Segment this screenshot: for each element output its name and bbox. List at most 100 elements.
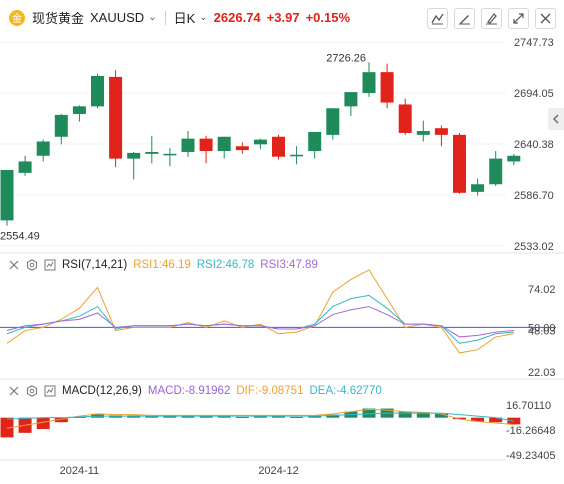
candle-body <box>181 138 195 152</box>
rsi-axis-tick: 22.03 <box>528 367 556 379</box>
candle-body <box>471 184 485 192</box>
macd-histogram-bar <box>434 413 448 418</box>
macd-axis-tick: 16.70110 <box>506 400 551 412</box>
x-axis-tick: 2024-12 <box>258 465 298 477</box>
candle-body <box>145 151 159 154</box>
macd-histogram-bar <box>217 416 231 418</box>
macd-histogram-bar <box>0 417 14 438</box>
candle-body <box>127 152 141 159</box>
close-icon <box>540 13 551 24</box>
candle-body <box>326 108 340 135</box>
candle-body <box>308 132 322 152</box>
pen-button[interactable] <box>481 8 502 29</box>
macd-series-line <box>6 412 514 422</box>
candle-body <box>0 170 14 221</box>
expand-button[interactable] <box>508 8 529 29</box>
svg-text:金: 金 <box>12 12 22 25</box>
timeframe-selector[interactable]: 日K <box>173 11 196 26</box>
candle-body <box>199 138 213 152</box>
chart-icon <box>44 259 56 271</box>
price-axis-tick: 2747.73 <box>514 37 554 49</box>
macd-histogram-bar <box>416 412 430 418</box>
chart-header: 金 现货黄金 XAUUSD ⌄ 日K ⌄ 2626.74 +3.97 +0.15… <box>0 0 564 34</box>
gear-icon[interactable] <box>26 385 38 397</box>
rsi1-value: RSI1:46.19 <box>133 259 191 271</box>
close-button[interactable] <box>535 8 556 29</box>
rsi-indicator-name[interactable]: RSI(7,14,21) <box>62 259 128 271</box>
line-draw-icon <box>431 13 444 25</box>
dif-value: DIF:-9.08751 <box>236 385 304 397</box>
rsi-series-line <box>6 306 514 338</box>
macd-histogram-bar <box>36 417 50 430</box>
macd-indicator-name[interactable]: MACD(12,26,9) <box>62 385 142 397</box>
candle-body <box>91 75 104 107</box>
rsi-series-line <box>6 269 514 354</box>
macd-histogram-bar <box>453 417 466 420</box>
macd-histogram-bar <box>489 417 503 423</box>
symbol-code[interactable]: XAUUSD <box>90 10 145 25</box>
macd-histogram-bar <box>326 414 340 418</box>
candle-body <box>290 154 304 157</box>
pen-icon <box>486 13 497 25</box>
macd-axis-tick: -16.26648 <box>506 425 556 437</box>
high-price-label: 2726.26 <box>326 52 366 64</box>
candle-body <box>489 158 503 185</box>
candle-body <box>36 141 50 156</box>
candle-body <box>344 92 358 107</box>
rsi2-value: RSI2:46.78 <box>196 259 255 271</box>
gear-icon[interactable] <box>26 259 38 271</box>
candle-body <box>434 128 448 135</box>
dea-value: DEA:-4.62770 <box>309 385 382 397</box>
x-axis-tick: 2024-11 <box>60 465 100 477</box>
candle-body <box>398 104 412 133</box>
rsi-axis-tick: 74.02 <box>528 284 556 296</box>
rsi-axis-tick: 50.00 <box>528 322 556 334</box>
candle-body <box>453 134 466 193</box>
macd-histogram-bar <box>362 408 376 418</box>
macd-histogram-bar <box>145 416 159 418</box>
macd-histogram-bar <box>290 416 304 418</box>
rsi-axis-tick: 48.03 <box>528 325 556 337</box>
close-icon[interactable] <box>8 385 20 397</box>
low-price-label: 2554.49 <box>0 231 40 243</box>
macd-histogram-bar <box>398 411 412 418</box>
price-axis-tick: 2586.70 <box>514 190 554 202</box>
collapse-panel-button[interactable] <box>548 108 564 130</box>
candle-body <box>235 146 249 151</box>
macd-histogram-bar <box>308 416 322 418</box>
macd-histogram-bar <box>199 416 213 418</box>
macd-axis-tick: -49.23405 <box>506 450 556 462</box>
timeframe-chevron-down-icon[interactable]: ⌄ <box>199 12 208 23</box>
macd-histogram-bar <box>253 416 267 418</box>
macd-value: MACD:-8.91962 <box>147 385 231 397</box>
symbol-name[interactable]: 现货黄金 <box>32 11 85 26</box>
candle-body <box>72 106 86 114</box>
price-change-percent: +0.15% <box>305 10 351 25</box>
brush-icon <box>459 15 470 25</box>
macd-legend: MACD(12,26,9) MACD:-8.91962 DIF:-9.08751… <box>8 385 382 397</box>
close-icon[interactable] <box>8 259 20 271</box>
macd-histogram-bar <box>235 416 249 418</box>
candle-body <box>272 136 285 157</box>
candle-body <box>416 131 430 135</box>
gold-icon: 金 <box>8 9 26 27</box>
chevron-left-icon <box>553 114 559 124</box>
line-draw-button[interactable] <box>427 8 448 29</box>
brush-button[interactable] <box>454 8 475 29</box>
candle-body <box>507 155 521 162</box>
macd-histogram-bar <box>272 416 285 418</box>
divider <box>164 10 166 25</box>
macd-histogram-bar <box>471 417 485 422</box>
candle-body <box>253 139 267 145</box>
rsi-series-line <box>6 294 514 344</box>
candle-body <box>217 136 231 152</box>
expand-icon <box>513 13 524 24</box>
candle-body <box>54 114 68 137</box>
macd-series-line <box>6 408 514 429</box>
chevron-down-icon[interactable]: ⌄ <box>148 12 157 23</box>
candle-body <box>109 76 123 159</box>
candle-body <box>362 72 376 94</box>
candle-body <box>18 161 32 173</box>
rsi3-value: RSI3:47.89 <box>260 259 318 271</box>
